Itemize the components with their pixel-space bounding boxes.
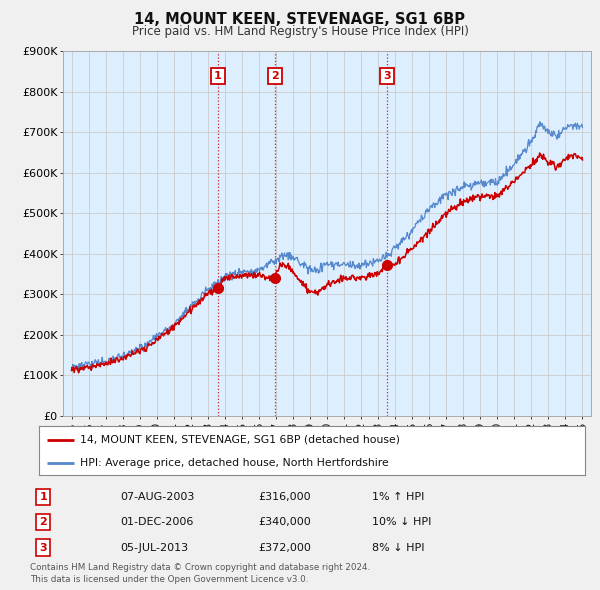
Text: 14, MOUNT KEEN, STEVENAGE, SG1 6BP: 14, MOUNT KEEN, STEVENAGE, SG1 6BP xyxy=(134,12,466,27)
Text: 01-DEC-2006: 01-DEC-2006 xyxy=(120,517,193,527)
Text: 8% ↓ HPI: 8% ↓ HPI xyxy=(372,543,425,552)
Text: 3: 3 xyxy=(383,71,391,81)
Text: 1: 1 xyxy=(40,492,47,502)
Text: £316,000: £316,000 xyxy=(258,492,311,502)
Text: 10% ↓ HPI: 10% ↓ HPI xyxy=(372,517,431,527)
Text: 07-AUG-2003: 07-AUG-2003 xyxy=(120,492,194,502)
Text: This data is licensed under the Open Government Licence v3.0.: This data is licensed under the Open Gov… xyxy=(30,575,308,584)
Text: HPI: Average price, detached house, North Hertfordshire: HPI: Average price, detached house, Nort… xyxy=(80,458,389,468)
Text: 1: 1 xyxy=(214,71,221,81)
Text: £340,000: £340,000 xyxy=(258,517,311,527)
Text: 2: 2 xyxy=(271,71,278,81)
Text: 14, MOUNT KEEN, STEVENAGE, SG1 6BP (detached house): 14, MOUNT KEEN, STEVENAGE, SG1 6BP (deta… xyxy=(80,435,400,445)
Text: Contains HM Land Registry data © Crown copyright and database right 2024.: Contains HM Land Registry data © Crown c… xyxy=(30,563,370,572)
Text: 05-JUL-2013: 05-JUL-2013 xyxy=(120,543,188,552)
Text: 2: 2 xyxy=(40,517,47,527)
Text: 1% ↑ HPI: 1% ↑ HPI xyxy=(372,492,424,502)
Text: Price paid vs. HM Land Registry's House Price Index (HPI): Price paid vs. HM Land Registry's House … xyxy=(131,25,469,38)
Text: 3: 3 xyxy=(40,543,47,552)
Text: £372,000: £372,000 xyxy=(258,543,311,552)
